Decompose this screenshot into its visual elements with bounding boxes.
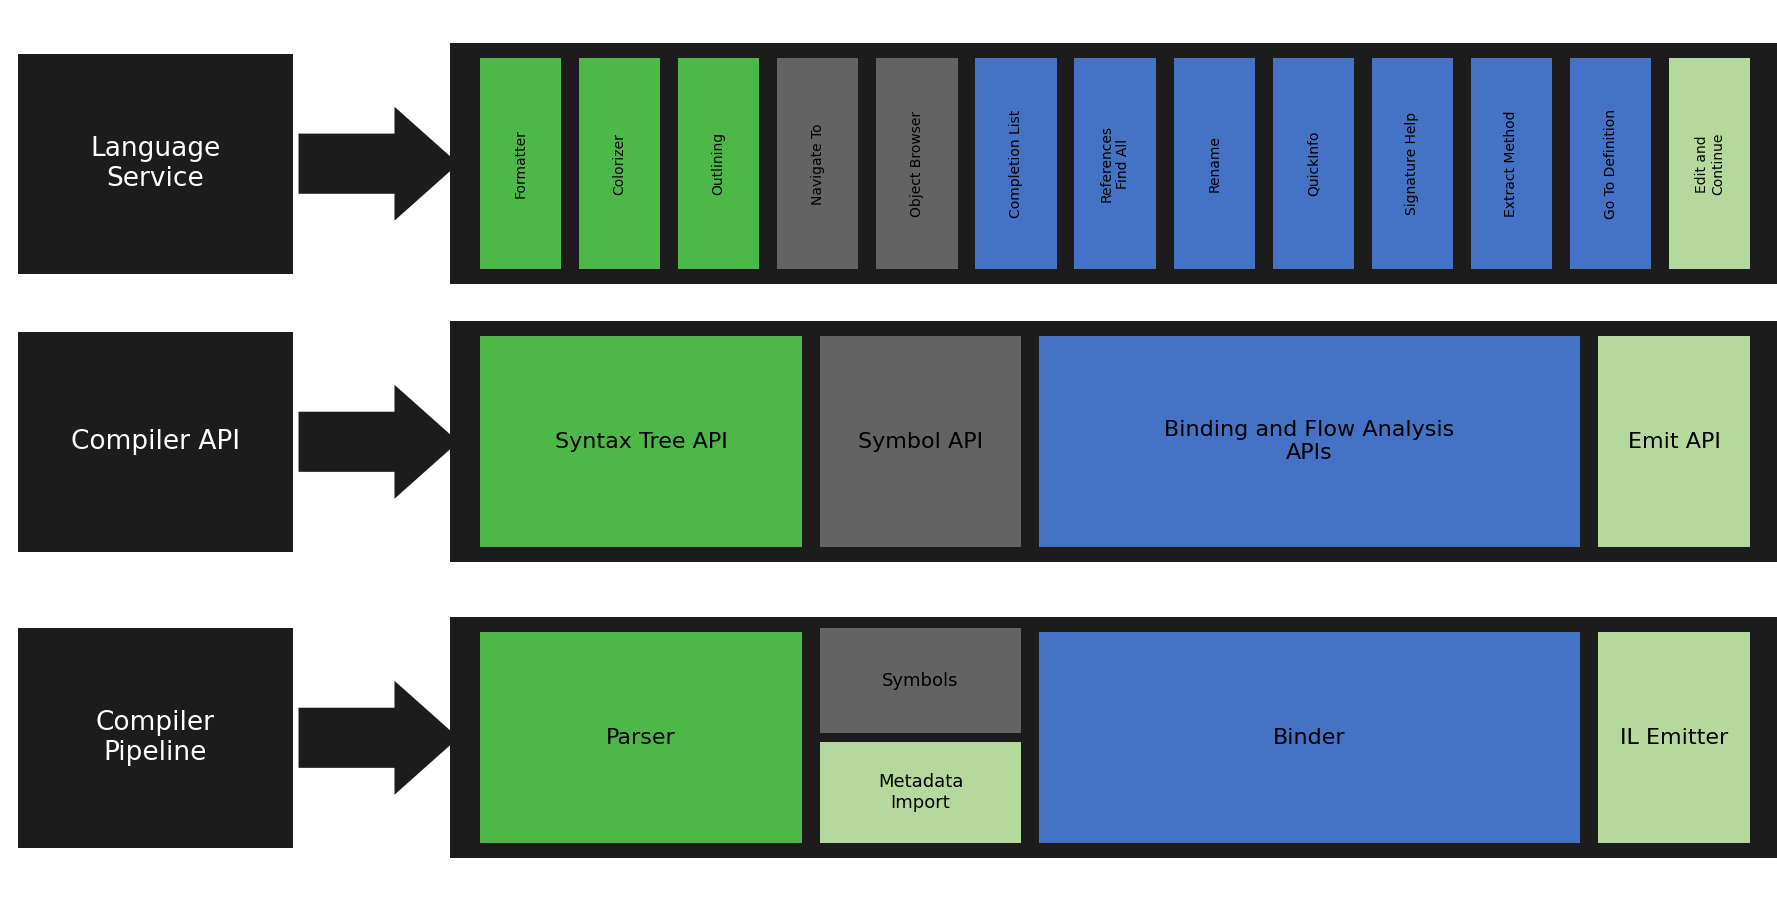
Text: Formatter: Formatter	[514, 129, 528, 198]
FancyBboxPatch shape	[1272, 58, 1354, 269]
Text: Parser: Parser	[606, 727, 675, 748]
FancyBboxPatch shape	[821, 628, 1022, 734]
Text: Emit API: Emit API	[1628, 431, 1720, 452]
Text: Extract Method: Extract Method	[1505, 110, 1519, 217]
Text: Syntax Tree API: Syntax Tree API	[554, 431, 727, 452]
FancyBboxPatch shape	[1669, 58, 1750, 269]
Text: Go To Definition: Go To Definition	[1603, 109, 1617, 219]
Text: Compiler
Pipeline: Compiler Pipeline	[96, 710, 215, 766]
Text: QuickInfo: QuickInfo	[1306, 131, 1320, 196]
Text: Compiler API: Compiler API	[71, 429, 240, 455]
FancyBboxPatch shape	[18, 332, 293, 552]
FancyBboxPatch shape	[579, 58, 661, 269]
FancyBboxPatch shape	[480, 58, 562, 269]
FancyBboxPatch shape	[18, 628, 293, 848]
FancyBboxPatch shape	[777, 58, 858, 269]
Text: Edit and
Continue: Edit and Continue	[1695, 133, 1725, 195]
Text: Completion List: Completion List	[1009, 109, 1024, 218]
Text: Symbol API: Symbol API	[858, 431, 983, 452]
FancyBboxPatch shape	[679, 58, 759, 269]
FancyBboxPatch shape	[1569, 58, 1651, 269]
FancyBboxPatch shape	[480, 336, 803, 547]
Text: Symbols: Symbols	[883, 672, 960, 690]
FancyBboxPatch shape	[480, 632, 803, 843]
Text: Binding and Flow Analysis
APIs: Binding and Flow Analysis APIs	[1164, 420, 1455, 464]
FancyBboxPatch shape	[450, 617, 1777, 858]
FancyBboxPatch shape	[1040, 336, 1580, 547]
FancyBboxPatch shape	[1075, 58, 1155, 269]
Text: Outlining: Outlining	[711, 132, 725, 196]
FancyBboxPatch shape	[1598, 632, 1750, 843]
Text: IL Emitter: IL Emitter	[1621, 727, 1729, 748]
FancyBboxPatch shape	[1471, 58, 1551, 269]
Text: Colorizer: Colorizer	[613, 133, 627, 195]
Text: Object Browser: Object Browser	[910, 110, 924, 217]
Text: Rename: Rename	[1207, 135, 1221, 192]
Polygon shape	[299, 107, 458, 221]
FancyBboxPatch shape	[450, 321, 1777, 562]
FancyBboxPatch shape	[1598, 336, 1750, 547]
FancyBboxPatch shape	[450, 43, 1777, 284]
FancyBboxPatch shape	[18, 54, 293, 274]
Polygon shape	[299, 385, 458, 499]
Text: Metadata
Import: Metadata Import	[878, 773, 963, 812]
FancyBboxPatch shape	[976, 58, 1057, 269]
Text: Binder: Binder	[1272, 727, 1345, 748]
FancyBboxPatch shape	[876, 58, 958, 269]
Polygon shape	[299, 681, 458, 795]
FancyBboxPatch shape	[1173, 58, 1255, 269]
FancyBboxPatch shape	[821, 743, 1022, 843]
Text: Navigate To: Navigate To	[810, 123, 825, 205]
Text: Signature Help: Signature Help	[1406, 112, 1420, 215]
Text: References
Find All: References Find All	[1100, 126, 1130, 202]
FancyBboxPatch shape	[1372, 58, 1454, 269]
FancyBboxPatch shape	[1040, 632, 1580, 843]
Text: Language
Service: Language Service	[91, 135, 220, 192]
FancyBboxPatch shape	[821, 336, 1022, 547]
